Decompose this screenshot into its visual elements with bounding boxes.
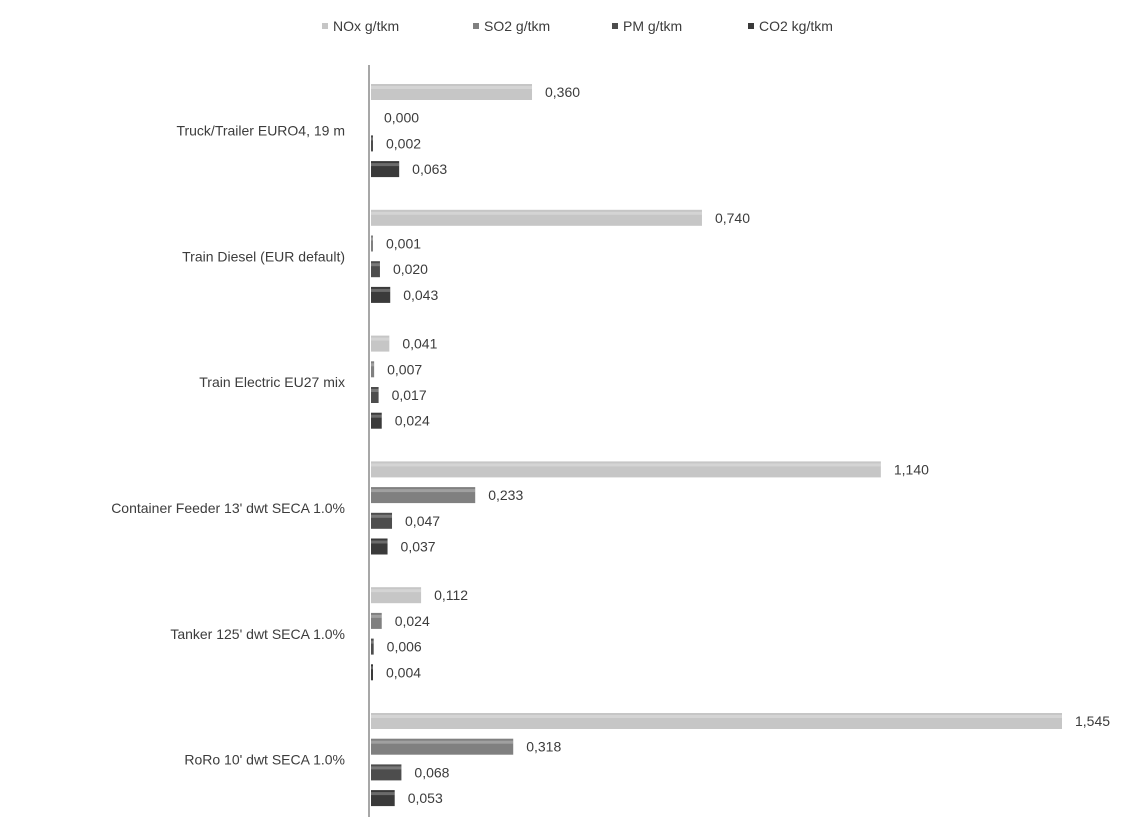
bar-highlight-5-0	[371, 715, 1062, 718]
value-label-0-3: 0,063	[412, 161, 447, 177]
value-label-2-1: 0,007	[387, 361, 422, 377]
bar-0-0	[371, 84, 533, 100]
bar-4-2	[371, 638, 374, 655]
value-label-5-3: 0,053	[408, 790, 443, 806]
legend-swatch-1	[473, 23, 479, 29]
value-label-2-2: 0,017	[392, 387, 427, 403]
bar-3-2	[371, 512, 393, 529]
bar-1-3	[371, 286, 391, 303]
bar-2-0	[371, 335, 390, 352]
bar-highlight-2-1	[371, 363, 375, 367]
category-label-0: Truck/Trailer EURO4, 19 m	[176, 123, 345, 139]
bar-highlight-0-0	[371, 86, 533, 89]
bar-4-0	[371, 587, 422, 604]
legend: NOx g/tkm SO2 g/tkm PM g/tkm CO2 kg/tkm	[322, 18, 833, 34]
bar-highlight-2-3	[371, 414, 382, 418]
bar-4-3	[371, 664, 373, 681]
value-label-4-1: 0,024	[395, 613, 430, 629]
bar-highlight-4-0	[371, 589, 422, 593]
bar-highlight-3-2	[371, 514, 393, 518]
legend-label-3: CO2 kg/tkm	[759, 18, 833, 34]
value-label-5-1: 0,318	[526, 739, 561, 755]
value-label-4-3: 0,004	[386, 664, 421, 680]
bar-2-2	[371, 387, 379, 403]
value-label-5-2: 0,068	[414, 764, 449, 780]
value-label-1-3: 0,043	[403, 287, 438, 303]
bar-1-1	[371, 235, 373, 252]
bar-3-3	[371, 538, 388, 555]
bar-5-1	[371, 738, 514, 755]
bar-5-2	[371, 764, 402, 781]
legend-swatch-2	[612, 23, 618, 29]
value-label-4-0: 0,112	[434, 587, 468, 603]
bar-4-1	[371, 612, 382, 629]
bar-1-2	[371, 261, 380, 278]
value-label-5-0: 1,545	[1075, 713, 1110, 729]
bar-highlight-3-3	[371, 540, 388, 544]
value-label-3-3: 0,037	[401, 539, 436, 555]
value-label-3-0: 1,140	[894, 461, 929, 477]
bar-2-3	[371, 412, 382, 429]
value-label-1-1: 0,001	[386, 236, 421, 252]
value-label-0-1: 0,000	[384, 110, 419, 126]
bar-highlight-5-1	[371, 740, 514, 744]
bar-highlight-1-0	[371, 211, 702, 215]
bar-0-2	[371, 135, 373, 152]
bar-5-3	[371, 790, 395, 807]
category-label-2: Train Electric EU27 mix	[199, 374, 345, 390]
bar-highlight-1-1	[371, 237, 373, 241]
bar-highlight-4-3	[371, 666, 373, 670]
bar-3-0	[371, 461, 881, 478]
bar-highlight-2-2	[371, 389, 379, 392]
bar-highlight-4-1	[371, 614, 382, 618]
value-label-3-2: 0,047	[405, 513, 440, 529]
bar-highlight-2-0	[371, 337, 390, 341]
category-label-4: Tanker 125' dwt SECA 1.0%	[170, 626, 345, 642]
bar-highlight-5-2	[371, 766, 402, 770]
category-labels: Truck/Trailer EURO4, 19 m Train Diesel (E…	[111, 123, 345, 768]
bar-3-1	[371, 487, 476, 504]
bar-highlight-0-3	[371, 163, 400, 167]
legend-label-0: NOx g/tkm	[333, 18, 399, 34]
value-label-0-2: 0,002	[386, 135, 421, 151]
category-label-5: RoRo 10' dwt SECA 1.0%	[184, 752, 345, 768]
bar-highlight-4-2	[371, 640, 374, 644]
value-label-2-0: 0,041	[402, 336, 437, 352]
bar-2-1	[371, 361, 375, 378]
bar-highlight-5-3	[371, 792, 395, 796]
value-label-0-0: 0,360	[545, 84, 580, 100]
category-label-3: Container Feeder 13' dwt SECA 1.0%	[111, 500, 345, 516]
legend-label-1: SO2 g/tkm	[484, 18, 550, 34]
bar-highlight-3-0	[371, 463, 881, 467]
value-label-1-2: 0,020	[393, 261, 428, 277]
value-labels: 0,360 0,000 0,002 0,063 0,740 0,001 0,020 0,043…	[384, 84, 1110, 806]
legend-swatch-0	[322, 23, 328, 29]
bar-highlight-0-2	[371, 137, 373, 141]
bar-0-3	[371, 161, 400, 178]
bars	[371, 84, 1062, 807]
legend-label-2: PM g/tkm	[623, 18, 682, 34]
value-label-1-0: 0,740	[715, 210, 750, 226]
legend-swatch-3	[748, 23, 754, 29]
bar-5-0	[371, 713, 1062, 729]
value-label-2-3: 0,024	[395, 413, 430, 429]
bar-highlight-3-1	[371, 489, 476, 493]
bar-highlight-1-2	[371, 263, 380, 267]
category-label-1: Train Diesel (EUR default)	[182, 248, 345, 264]
value-label-4-2: 0,006	[387, 639, 422, 655]
bar-highlight-1-3	[371, 288, 391, 292]
bar-1-0	[371, 209, 702, 226]
value-label-3-1: 0,233	[488, 487, 523, 503]
